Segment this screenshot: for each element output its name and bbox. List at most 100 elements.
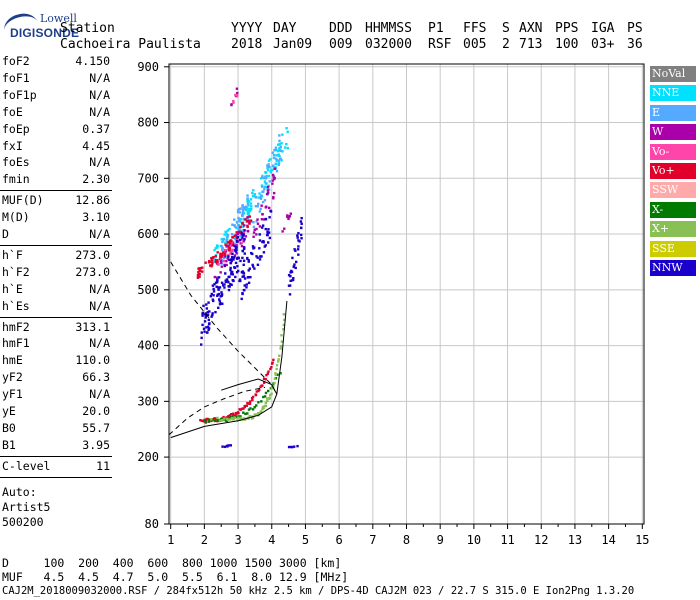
data-point xyxy=(272,385,275,388)
data-point xyxy=(225,278,229,281)
data-point xyxy=(231,415,234,418)
data-point xyxy=(278,142,281,146)
data-point xyxy=(281,230,284,233)
data-point xyxy=(292,265,295,269)
data-point xyxy=(228,249,231,252)
data-point xyxy=(234,234,238,237)
data-point xyxy=(246,276,250,279)
data-point xyxy=(283,318,286,322)
data-point xyxy=(263,185,267,188)
data-point xyxy=(256,256,259,259)
data-point xyxy=(209,295,213,298)
param-row: yE 20.0 xyxy=(2,404,110,420)
data-point xyxy=(296,248,300,251)
data-point xyxy=(235,270,239,274)
data-point xyxy=(277,161,281,165)
data-point xyxy=(280,142,283,145)
dashed-lower-curve xyxy=(168,386,266,436)
data-point xyxy=(255,255,258,258)
data-point xyxy=(271,361,274,364)
data-point xyxy=(240,271,244,274)
data-point xyxy=(280,159,283,162)
param-label: foE xyxy=(2,104,23,119)
header-yyyy-label: YYYY xyxy=(231,21,263,36)
x-tick-label: 10 xyxy=(467,533,481,547)
data-point xyxy=(201,270,204,273)
data-point xyxy=(217,262,220,266)
data-point xyxy=(241,222,244,225)
data-point xyxy=(278,158,282,161)
data-point xyxy=(214,255,217,258)
data-point xyxy=(254,204,258,208)
data-point xyxy=(216,251,219,254)
data-point xyxy=(222,237,226,241)
param-separator xyxy=(0,316,112,318)
data-point xyxy=(233,237,237,240)
data-point xyxy=(257,389,260,393)
data-point xyxy=(242,259,246,263)
data-point xyxy=(252,231,256,234)
data-point xyxy=(260,410,263,414)
param-row: h`E N/A xyxy=(2,282,110,298)
data-point xyxy=(265,174,269,178)
param-label: foEp xyxy=(2,121,30,136)
header-hhmmss-value: 032000 xyxy=(365,37,412,52)
data-point xyxy=(247,204,250,207)
data-point xyxy=(248,222,251,225)
param-label: yE xyxy=(2,404,16,418)
data-point xyxy=(285,126,288,130)
data-point xyxy=(246,211,250,214)
data-point xyxy=(210,257,213,260)
data-point xyxy=(258,239,262,242)
data-point xyxy=(218,302,222,306)
data-point xyxy=(292,445,296,448)
data-point xyxy=(273,167,277,170)
data-point xyxy=(230,244,233,248)
data-point xyxy=(225,243,229,246)
data-point xyxy=(270,386,274,389)
data-point xyxy=(230,255,234,259)
data-point xyxy=(299,220,303,223)
data-point xyxy=(267,228,270,231)
param-row: foEp 0.37 xyxy=(2,122,110,138)
data-point xyxy=(216,278,219,282)
data-point xyxy=(239,279,242,283)
data-point xyxy=(246,212,250,216)
data-point xyxy=(293,263,296,266)
data-point xyxy=(274,373,277,376)
data-point xyxy=(238,278,242,281)
data-point xyxy=(207,327,211,330)
header-hhmmss-label: HHMMSS xyxy=(365,21,412,36)
data-point xyxy=(234,246,238,250)
y-tick-label: 700 xyxy=(137,171,159,185)
legend-item: NNE xyxy=(650,85,696,102)
data-point xyxy=(213,283,216,286)
data-point xyxy=(243,238,246,241)
data-point xyxy=(241,407,244,410)
data-point xyxy=(229,261,233,265)
data-point xyxy=(263,245,267,248)
data-point xyxy=(227,275,230,279)
param-row: foF1 N/A xyxy=(2,71,110,87)
param-value: 66.3 xyxy=(82,370,110,385)
data-point xyxy=(239,230,243,234)
data-point xyxy=(220,418,224,422)
data-point xyxy=(271,182,274,185)
data-point xyxy=(253,267,256,270)
data-point xyxy=(225,444,229,448)
data-point xyxy=(300,216,303,220)
data-point xyxy=(266,372,269,375)
data-point xyxy=(276,143,280,146)
data-point xyxy=(226,234,230,237)
data-point xyxy=(225,416,228,419)
data-point xyxy=(247,219,251,223)
data-point xyxy=(263,395,267,398)
data-point xyxy=(283,227,286,230)
data-point xyxy=(255,404,258,407)
data-point xyxy=(238,418,242,421)
param-row: B1 3.95 xyxy=(2,438,110,454)
x-tick-label: 14 xyxy=(601,533,615,547)
data-point xyxy=(204,312,208,315)
param-value: 20.0 xyxy=(82,404,110,418)
data-point xyxy=(234,261,238,265)
